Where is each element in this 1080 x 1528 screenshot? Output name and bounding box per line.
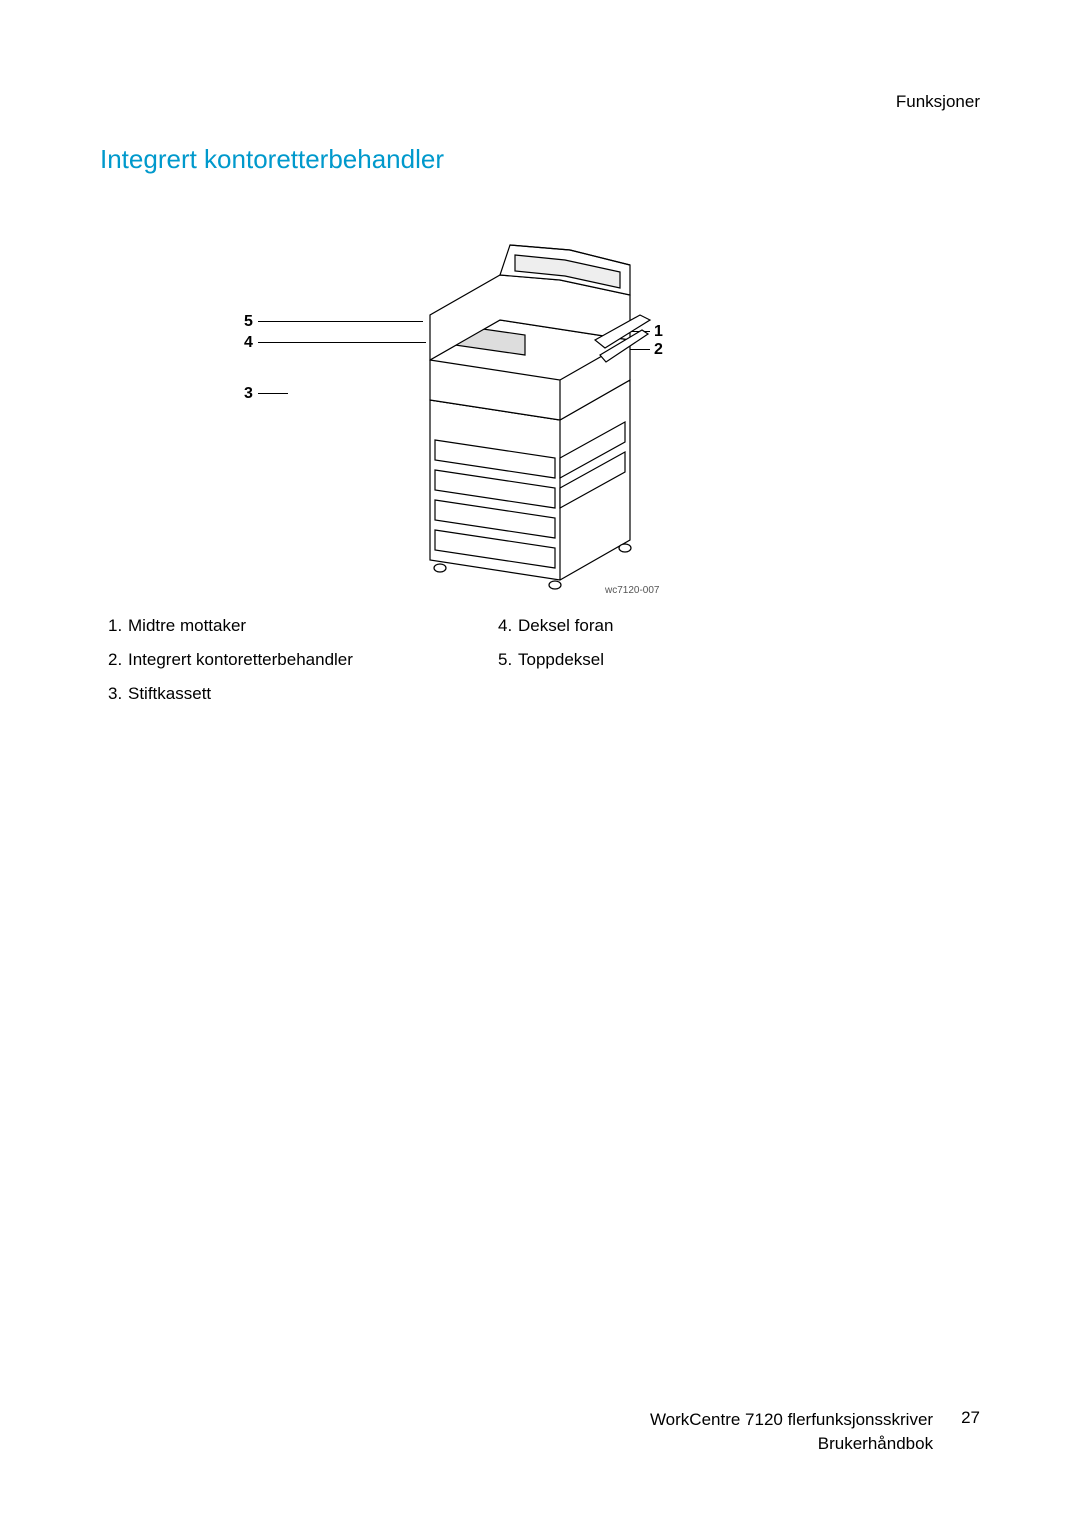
list-num: 1.	[100, 616, 128, 636]
printer-illustration	[380, 220, 680, 600]
list-num: 5.	[490, 650, 518, 670]
list-text: Stiftkassett	[128, 684, 211, 704]
printer-diagram: 5 4 3 1 2	[230, 200, 680, 600]
callout-5: 5	[244, 313, 253, 331]
list-item: 2. Integrert kontoretterbehandler	[100, 650, 490, 670]
list-text: Midtre mottaker	[128, 616, 246, 636]
list-item: 1. Midtre mottaker	[100, 616, 490, 636]
list-item: 4. Deksel foran	[490, 616, 880, 636]
legend-list: 1. Midtre mottaker 2. Integrert kontoret…	[100, 616, 880, 718]
header-section-label: Funksjoner	[896, 92, 980, 112]
callout-4: 4	[244, 334, 253, 352]
legend-right-column: 4. Deksel foran 5. Toppdeksel	[490, 616, 880, 718]
list-text: Toppdeksel	[518, 650, 604, 670]
list-text: Deksel foran	[518, 616, 613, 636]
list-num: 4.	[490, 616, 518, 636]
footer-line-1: WorkCentre 7120 flerfunksjonsskriver	[650, 1408, 933, 1432]
footer-line-2: Brukerhåndbok	[650, 1432, 933, 1456]
diagram-reference-id: wc7120-007	[605, 585, 659, 596]
list-item: 3. Stiftkassett	[100, 684, 490, 704]
callout-3: 3	[244, 385, 253, 403]
section-title: Integrert kontoretterbehandler	[100, 144, 444, 175]
page-number: 27	[961, 1408, 980, 1428]
page-footer: WorkCentre 7120 flerfunksjonsskriver Bru…	[650, 1408, 980, 1456]
footer-text: WorkCentre 7120 flerfunksjonsskriver Bru…	[650, 1408, 933, 1456]
legend-left-column: 1. Midtre mottaker 2. Integrert kontoret…	[100, 616, 490, 718]
list-item: 5. Toppdeksel	[490, 650, 880, 670]
list-text: Integrert kontoretterbehandler	[128, 650, 353, 670]
list-num: 3.	[100, 684, 128, 704]
list-num: 2.	[100, 650, 128, 670]
callout-line-3	[258, 393, 288, 394]
